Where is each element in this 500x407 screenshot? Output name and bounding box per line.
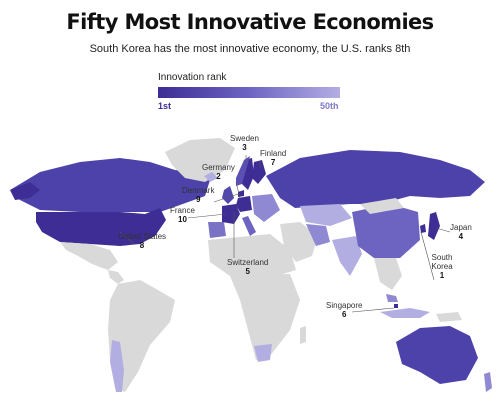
legend-min-label: 1st: [158, 101, 172, 111]
region-eastern-europe: [252, 194, 280, 222]
legend-color-scale: [158, 87, 340, 98]
callout-japan-rank: 4: [458, 232, 464, 241]
region-greenland: [165, 138, 235, 182]
callout-japan: Japan 4: [450, 223, 472, 241]
callout-south-korea-rank: 1: [439, 271, 445, 280]
callout-france-country: France: [170, 206, 195, 215]
callout-japan-country: Japan: [450, 223, 472, 232]
callout-finland-country: Finland: [260, 149, 287, 158]
region-norway: [236, 156, 250, 186]
region-indonesia: [380, 308, 430, 318]
callout-singapore: Singapore 6: [326, 301, 362, 319]
callout-switzerland: Switzerland 5: [227, 258, 268, 276]
callout-singapore-country: Singapore: [326, 301, 363, 310]
region-africa: [230, 274, 300, 360]
callout-leader-lines: [119, 155, 451, 313]
legend-title: Innovation rank: [158, 72, 227, 83]
region-iran: [306, 224, 330, 246]
region-madagascar: [300, 326, 306, 344]
region-north-africa: [208, 234, 296, 278]
callout-denmark-country: Denmark: [182, 186, 215, 195]
region-canada: [10, 158, 210, 212]
callout-france: France 10: [170, 206, 195, 224]
callout-denmark: Denmark 9: [182, 186, 214, 204]
callout-south-korea: South Korea 1: [428, 253, 456, 280]
region-australia: [396, 326, 478, 384]
world-map: [10, 138, 492, 392]
callout-south-korea-country: South Korea: [431, 253, 453, 271]
region-india: [332, 236, 362, 276]
region-malaysia: [386, 294, 398, 302]
region-central-america: [108, 270, 124, 284]
region-germany: [236, 196, 252, 212]
region-southeast-asia: [374, 258, 402, 290]
region-alaska: [10, 182, 40, 200]
callout-united-states-country: United States: [118, 232, 167, 241]
callout-finland: Finland 7: [260, 149, 286, 167]
region-finland: [252, 160, 266, 184]
region-chile-argentina: [110, 340, 124, 392]
callout-singapore-rank: 6: [342, 310, 347, 319]
callout-finland-rank: 7: [270, 158, 276, 167]
map-subtitle: South Korea has the most innovative econ…: [89, 43, 411, 55]
region-mongolia: [360, 198, 404, 214]
region-central-asia: [300, 204, 352, 226]
region-uk: [222, 186, 234, 204]
region-russia: [266, 150, 485, 208]
callout-sweden-rank: 3: [242, 143, 247, 152]
callout-germany-rank: 2: [216, 172, 221, 181]
region-japan: [428, 212, 440, 240]
callout-france-rank: 10: [178, 215, 187, 224]
region-iceland: [204, 172, 218, 182]
region-italy: [242, 216, 256, 236]
callout-united-states-rank: 8: [139, 241, 145, 250]
callout-denmark-rank: 9: [196, 195, 201, 204]
callout-germany-country: Germany: [202, 163, 235, 172]
region-mexico: [60, 242, 118, 270]
region-singapore: [394, 304, 398, 308]
callout-switzerland-rank: 5: [245, 267, 250, 276]
region-papua: [436, 312, 462, 322]
region-france: [222, 204, 240, 224]
region-usa: [36, 208, 166, 246]
callout-germany: Germany 2: [202, 163, 235, 181]
region-south-korea: [420, 224, 426, 233]
region-new-zealand: [484, 372, 492, 392]
legend-max-label: 50th: [320, 101, 339, 111]
region-china: [352, 204, 420, 258]
region-south-america: [108, 280, 175, 392]
region-iberia: [208, 222, 226, 238]
region-south-africa: [254, 344, 272, 362]
callout-sweden-country: Sweden: [230, 134, 259, 143]
callout-switzerland-country: Switzerland: [227, 258, 269, 267]
map-title: Fifty Most Innovative Economies: [66, 10, 434, 34]
callout-united-states: United States 8: [118, 232, 166, 250]
callout-sweden: Sweden 3: [230, 134, 259, 152]
